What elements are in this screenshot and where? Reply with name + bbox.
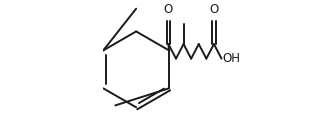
Text: O: O (209, 3, 218, 16)
Text: OH: OH (222, 52, 240, 65)
Text: O: O (164, 3, 173, 16)
